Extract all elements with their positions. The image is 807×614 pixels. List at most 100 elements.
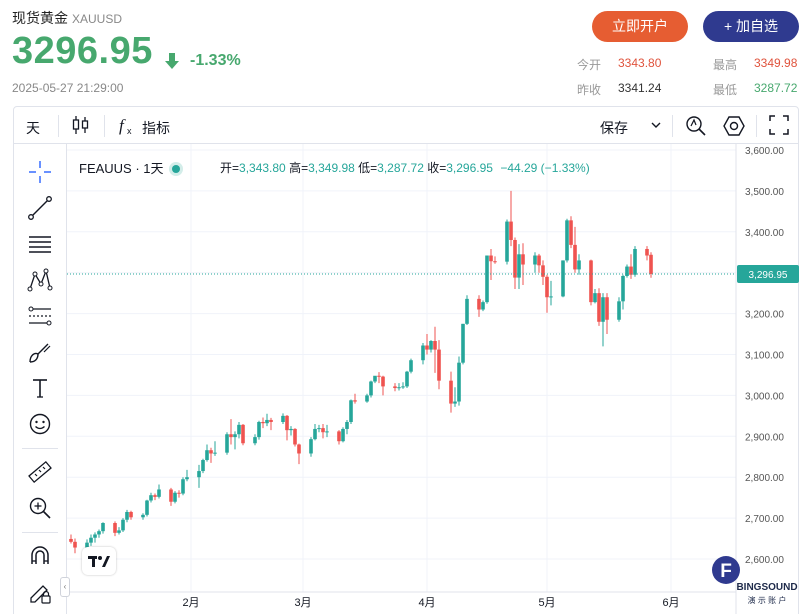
interval-selector[interactable]: 天 bbox=[26, 120, 40, 136]
brush-icon[interactable] bbox=[26, 338, 54, 366]
candle-body bbox=[589, 260, 593, 303]
candle-body bbox=[569, 220, 573, 245]
candle bbox=[181, 477, 185, 496]
candle bbox=[397, 383, 401, 391]
candle-body bbox=[89, 537, 93, 543]
magnet-icon[interactable] bbox=[26, 542, 54, 570]
candle-body bbox=[513, 239, 517, 278]
settings-icon[interactable] bbox=[722, 114, 746, 138]
candle bbox=[269, 417, 273, 431]
candle bbox=[617, 297, 621, 322]
candle-body bbox=[573, 244, 577, 270]
open-account-button[interactable]: 立即开户 bbox=[592, 11, 688, 42]
quick-search-icon[interactable] bbox=[684, 114, 708, 138]
open-label: 今开 bbox=[577, 58, 602, 72]
candle-body bbox=[113, 523, 117, 533]
emoji-icon[interactable] bbox=[26, 410, 54, 438]
candle-body bbox=[381, 376, 385, 387]
candle-body bbox=[153, 495, 157, 497]
candle-body bbox=[541, 265, 545, 277]
candle-body bbox=[617, 301, 621, 320]
candle bbox=[337, 430, 341, 445]
candle-body bbox=[621, 275, 625, 302]
candle-body bbox=[285, 415, 289, 431]
candle-body bbox=[209, 450, 213, 454]
y-tick-label: 3,600.00 bbox=[745, 146, 784, 157]
ruler-icon[interactable] bbox=[26, 458, 54, 486]
candle bbox=[345, 419, 349, 435]
candles-icon[interactable] bbox=[70, 114, 92, 136]
legend-high-label: 高= bbox=[289, 161, 309, 175]
high-value: 3349.98 bbox=[754, 56, 798, 70]
fib-retracement-icon[interactable] bbox=[26, 230, 54, 258]
collapse-sidebar-button[interactable]: ‹ bbox=[60, 577, 70, 597]
forecast-icon[interactable] bbox=[26, 302, 54, 330]
candle-body bbox=[265, 419, 269, 424]
candle bbox=[433, 326, 437, 373]
candle bbox=[517, 244, 521, 290]
candle bbox=[237, 421, 241, 439]
candle bbox=[461, 323, 465, 365]
svg-text:x: x bbox=[127, 126, 132, 136]
candle-body bbox=[181, 479, 185, 494]
text-icon[interactable] bbox=[26, 374, 54, 402]
y-tick-label: 3,400.00 bbox=[745, 228, 784, 239]
down-arrow-icon bbox=[165, 53, 179, 69]
candle bbox=[121, 518, 125, 533]
toolbar-divider bbox=[58, 115, 59, 137]
candle-body bbox=[489, 255, 493, 262]
add-watchlist-button[interactable]: + 加自选 bbox=[703, 11, 799, 42]
candle bbox=[549, 280, 553, 306]
candle bbox=[545, 274, 549, 313]
candle-body bbox=[437, 349, 441, 381]
save-button[interactable]: 保存 bbox=[600, 120, 628, 136]
candle bbox=[489, 248, 493, 281]
candle-body bbox=[93, 534, 97, 538]
candle-body bbox=[85, 542, 89, 548]
instrument-name: 现货黄金 XAUUSD bbox=[12, 8, 122, 28]
tradingview-logo[interactable] bbox=[82, 547, 116, 575]
zoom-in-icon[interactable] bbox=[26, 494, 54, 522]
candle-body bbox=[493, 261, 497, 263]
current-price-tag bbox=[737, 264, 799, 283]
lock-pencil-icon[interactable] bbox=[26, 578, 54, 606]
candle bbox=[197, 464, 201, 488]
candle bbox=[169, 487, 173, 506]
crosshair-icon[interactable] bbox=[26, 158, 54, 186]
candle-body bbox=[353, 400, 357, 402]
candle bbox=[209, 447, 213, 463]
chart-toolbar: 天 f x 指标 保存 bbox=[13, 106, 799, 144]
candle bbox=[565, 218, 569, 263]
svg-text:F: F bbox=[720, 561, 732, 582]
candle-body bbox=[205, 450, 209, 461]
legend-symbol: FEAUUS · 1天 bbox=[79, 161, 164, 176]
candle-body bbox=[365, 395, 369, 402]
fullscreen-icon[interactable] bbox=[768, 114, 790, 136]
sidebar-divider bbox=[22, 448, 58, 449]
prev-close-label: 昨收 bbox=[577, 83, 602, 97]
pattern-icon[interactable] bbox=[26, 266, 54, 294]
candle-body bbox=[337, 431, 341, 442]
indicators-button[interactable]: 指标 bbox=[142, 120, 170, 136]
candle bbox=[533, 252, 537, 273]
candle bbox=[393, 383, 397, 392]
candle bbox=[93, 532, 97, 543]
candle-body bbox=[73, 541, 77, 548]
candle-body bbox=[633, 248, 637, 275]
trend-line-icon[interactable] bbox=[26, 194, 54, 222]
y-tick-label: 3,100.00 bbox=[745, 351, 784, 362]
legend-close-value: 3,296.95 bbox=[446, 161, 493, 175]
candle bbox=[97, 529, 101, 538]
candle-body bbox=[401, 386, 405, 388]
candle bbox=[589, 259, 593, 306]
candle-body bbox=[97, 531, 101, 535]
quote-datetime: 2025-05-27 21:29:00 bbox=[12, 81, 124, 95]
candle-body bbox=[225, 434, 229, 453]
y-tick-label: 2,600.00 bbox=[745, 555, 784, 566]
function-icon[interactable]: f x bbox=[116, 114, 138, 136]
candle bbox=[621, 274, 625, 310]
candle bbox=[225, 432, 229, 455]
chevron-down-icon[interactable] bbox=[650, 119, 662, 131]
candle bbox=[309, 437, 313, 457]
